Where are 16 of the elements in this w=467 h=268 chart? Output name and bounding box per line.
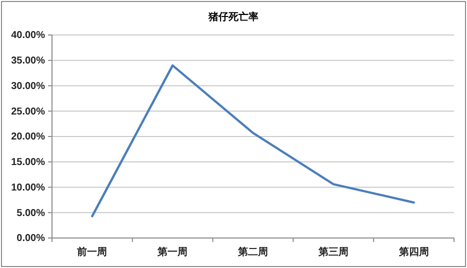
y-tick-label: 35.00% bbox=[11, 56, 46, 67]
chart-title: 猪仔死亡率 bbox=[208, 11, 258, 23]
y-tick-label: 15.00% bbox=[11, 157, 46, 168]
x-tick-label: 第三周 bbox=[317, 246, 348, 258]
y-tick-label: 25.00% bbox=[11, 106, 46, 118]
y-tick-label: 20.00% bbox=[11, 132, 46, 143]
y-tick-label: 10.00% bbox=[11, 182, 46, 194]
x-tick-label: 第一周 bbox=[156, 246, 188, 258]
y-tick-label: 40.00% bbox=[11, 30, 46, 42]
line-series bbox=[91, 64, 415, 218]
x-tick-label: 第二周 bbox=[237, 246, 268, 258]
y-tick-label: 0.00% bbox=[16, 233, 46, 244]
y-tick-label: 30.00% bbox=[11, 80, 46, 92]
y-tick-label: 5.00% bbox=[16, 208, 46, 219]
x-tick-label: 前一周 bbox=[76, 246, 108, 258]
x-tick-label: 第四周 bbox=[398, 246, 429, 258]
